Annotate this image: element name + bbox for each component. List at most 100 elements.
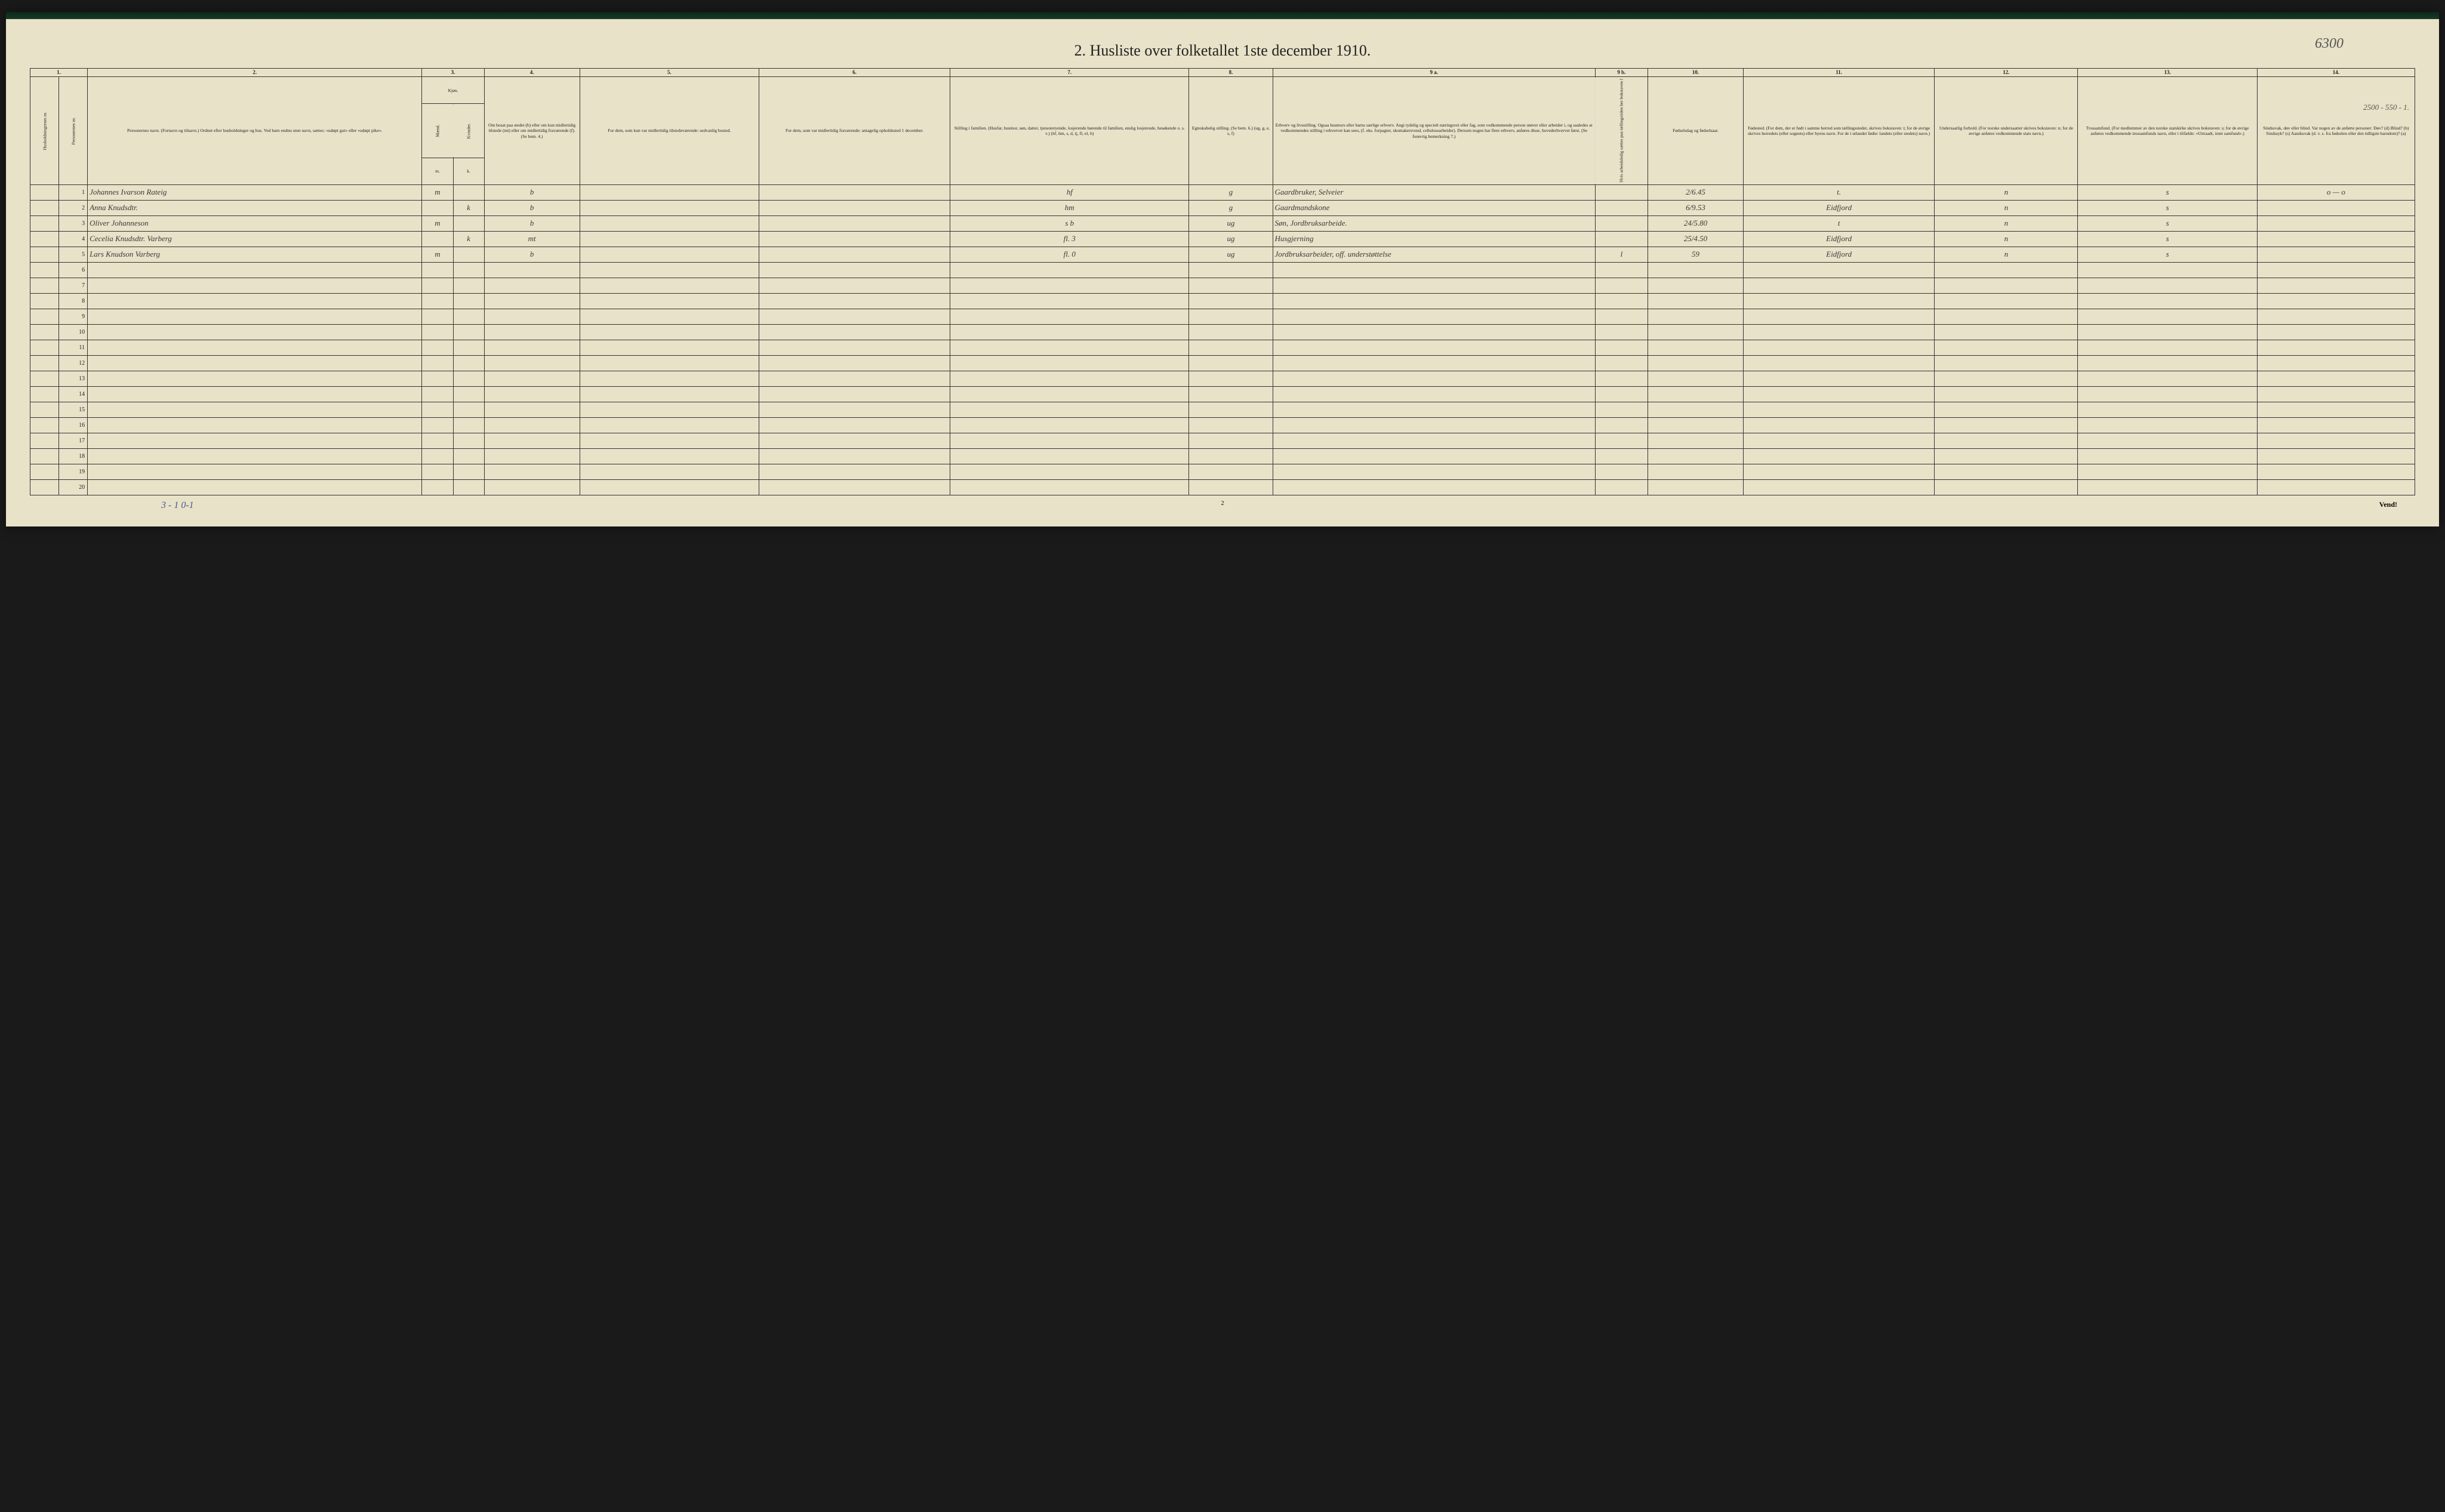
cell-empty xyxy=(484,324,580,340)
cell-empty xyxy=(1273,293,1595,309)
cell-empty xyxy=(484,355,580,371)
hdr-unemployed: Hvis arbeidsledig sættes paa tællingstid… xyxy=(1595,77,1648,185)
cell-empty xyxy=(2078,417,2257,433)
cell-empty xyxy=(950,278,1189,293)
cell-empty xyxy=(1648,402,1743,417)
cell-empty xyxy=(759,309,950,324)
table-row: 2Anna Knudsdtr.kbhmgGaardmandskone6/9.53… xyxy=(30,200,2415,215)
cell-empty xyxy=(1189,278,1273,293)
hdr-temp-absent: For dem, som var midlertidig fraværende:… xyxy=(759,77,950,185)
cell-birthplace: Eidfjord xyxy=(1744,200,1935,215)
cell-nationality: n xyxy=(1935,200,2078,215)
cell-household-no xyxy=(30,402,59,417)
cell-empty xyxy=(1648,371,1743,386)
cell-empty xyxy=(1189,324,1273,340)
cell-empty xyxy=(759,293,950,309)
hdr-occupation: Erhverv og livsstilling. Ogsaa husmors e… xyxy=(1273,77,1595,185)
cell-empty xyxy=(950,464,1189,479)
cell-nationality: n xyxy=(1935,231,2078,247)
cell-temp-absent xyxy=(759,184,950,200)
cell-empty xyxy=(2078,340,2257,355)
cell-household-no xyxy=(30,371,59,386)
cell-empty xyxy=(1189,433,1273,448)
cell-empty xyxy=(1189,386,1273,402)
cell-family-pos: hm xyxy=(950,200,1189,215)
cell-empty xyxy=(453,386,484,402)
cell-empty xyxy=(1189,417,1273,433)
cell-empty xyxy=(1744,278,1935,293)
cell-person-no: 20 xyxy=(59,479,88,495)
colnum-4: 4. xyxy=(484,69,580,77)
cell-empty xyxy=(580,386,759,402)
cell-household-no xyxy=(30,184,59,200)
cell-empty xyxy=(2257,293,2415,309)
cell-birthplace: Eidfjord xyxy=(1744,231,1935,247)
cell-empty xyxy=(1648,417,1743,433)
cell-disability xyxy=(2257,200,2415,215)
cell-empty xyxy=(1595,293,1648,309)
cell-marital: ug xyxy=(1189,247,1273,262)
cell-birthplace: t xyxy=(1744,215,1935,231)
cell-male: m xyxy=(422,215,453,231)
cell-empty xyxy=(453,371,484,386)
cell-occupation: Søn, Jordbruksarbeide. xyxy=(1273,215,1595,231)
cell-empty xyxy=(453,479,484,495)
cell-person-no: 7 xyxy=(59,278,88,293)
table-row-empty: 17 xyxy=(30,433,2415,448)
cell-disability xyxy=(2257,231,2415,247)
cell-temp-present xyxy=(580,231,759,247)
cell-empty xyxy=(1648,309,1743,324)
cell-empty xyxy=(484,448,580,464)
hdr-household-no: Husholdningernes nr. xyxy=(30,77,59,185)
colnum-7: 7. xyxy=(950,69,1189,77)
cell-person-no: 15 xyxy=(59,402,88,417)
hdr-male: Mænd. xyxy=(422,104,453,158)
cell-person-no: 11 xyxy=(59,340,88,355)
cell-household-no xyxy=(30,340,59,355)
table-row-empty: 13 xyxy=(30,371,2415,386)
cell-birthplace: Eidfjord xyxy=(1744,247,1935,262)
hdr-person-no: Personernes nr. xyxy=(59,77,88,185)
cell-empty xyxy=(1273,355,1595,371)
cell-empty xyxy=(1595,433,1648,448)
cell-empty xyxy=(88,340,422,355)
cell-household-no xyxy=(30,309,59,324)
cell-religion: s xyxy=(2078,200,2257,215)
cell-empty xyxy=(1744,479,1935,495)
cell-empty xyxy=(1189,371,1273,386)
cell-residence: b xyxy=(484,247,580,262)
cell-empty xyxy=(2078,262,2257,278)
cell-name: Cecelia Knudsdtr. Varberg xyxy=(88,231,422,247)
table-row-empty: 12 xyxy=(30,355,2415,371)
cell-empty xyxy=(453,448,484,464)
cell-empty xyxy=(1744,262,1935,278)
cell-religion: s xyxy=(2078,215,2257,231)
cell-unemployed: l xyxy=(1595,247,1648,262)
cell-person-no: 14 xyxy=(59,386,88,402)
colnum-1: 1. xyxy=(30,69,88,77)
cell-empty xyxy=(88,433,422,448)
cell-temp-present xyxy=(580,215,759,231)
cell-religion: s xyxy=(2078,231,2257,247)
cell-empty xyxy=(484,386,580,402)
cell-empty xyxy=(2078,448,2257,464)
colnum-9a: 9 a. xyxy=(1273,69,1595,77)
cell-empty xyxy=(1935,479,2078,495)
cell-empty xyxy=(580,464,759,479)
cell-female: k xyxy=(453,231,484,247)
cell-household-no xyxy=(30,324,59,340)
cell-household-no xyxy=(30,231,59,247)
table-row-empty: 7 xyxy=(30,278,2415,293)
cell-empty xyxy=(88,417,422,433)
cell-empty xyxy=(950,479,1189,495)
cell-empty xyxy=(1273,371,1595,386)
colnum-10: 10. xyxy=(1648,69,1743,77)
cell-empty xyxy=(484,479,580,495)
cell-empty xyxy=(759,355,950,371)
table-row-empty: 14 xyxy=(30,386,2415,402)
cell-empty xyxy=(580,262,759,278)
cell-female xyxy=(453,184,484,200)
cell-empty xyxy=(1595,355,1648,371)
cell-empty xyxy=(1935,386,2078,402)
cell-empty xyxy=(1648,433,1743,448)
